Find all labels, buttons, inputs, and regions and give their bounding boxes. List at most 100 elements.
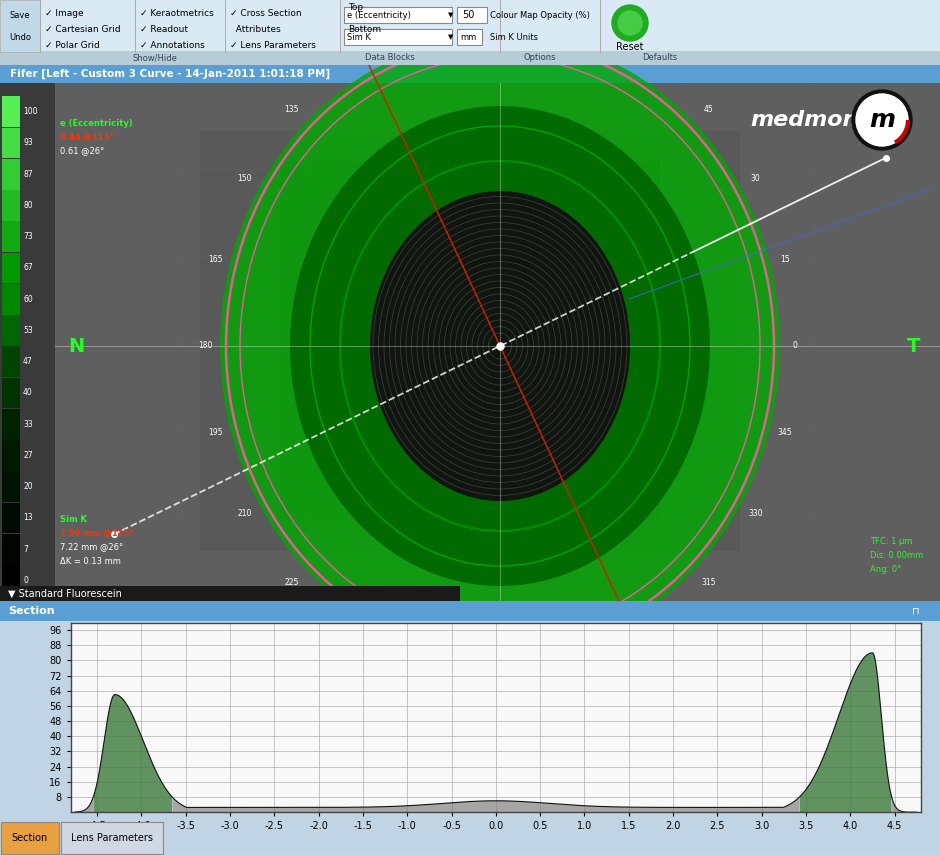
Text: e (Eccentricity): e (Eccentricity) xyxy=(347,10,411,20)
Text: TFC: 1 µm: TFC: 1 µm xyxy=(870,536,913,545)
Text: Reset: Reset xyxy=(617,42,644,52)
FancyBboxPatch shape xyxy=(2,159,20,190)
FancyBboxPatch shape xyxy=(0,0,940,65)
Ellipse shape xyxy=(370,191,630,501)
Text: Colour Map Opacity (%): Colour Map Opacity (%) xyxy=(490,10,590,20)
Text: ✓ Keraotmetrics: ✓ Keraotmetrics xyxy=(140,9,213,17)
FancyBboxPatch shape xyxy=(280,161,660,521)
Text: 50: 50 xyxy=(462,10,475,20)
Circle shape xyxy=(852,90,912,150)
Text: ✓ Lens Parameters: ✓ Lens Parameters xyxy=(230,40,316,50)
Text: 0: 0 xyxy=(23,576,28,585)
Text: 7.09 mm @115°: 7.09 mm @115° xyxy=(60,528,133,538)
Text: Ang: 0°: Ang: 0° xyxy=(870,564,901,574)
Text: ✓ Cartesian Grid: ✓ Cartesian Grid xyxy=(45,25,120,33)
Text: 225: 225 xyxy=(284,578,299,587)
FancyBboxPatch shape xyxy=(2,127,20,158)
FancyBboxPatch shape xyxy=(0,83,940,601)
Text: Attributes: Attributes xyxy=(230,25,281,33)
Text: Options: Options xyxy=(524,54,556,62)
FancyBboxPatch shape xyxy=(344,7,452,23)
Text: Undo: Undo xyxy=(9,32,31,42)
Text: mm: mm xyxy=(460,32,477,42)
Text: 210: 210 xyxy=(237,509,252,518)
Text: 7.22 mm @26°: 7.22 mm @26° xyxy=(60,543,123,551)
Circle shape xyxy=(856,94,908,146)
Text: N: N xyxy=(68,337,85,356)
Text: 7: 7 xyxy=(23,545,28,554)
Text: ▼ Standard Fluorescein: ▼ Standard Fluorescein xyxy=(8,589,122,599)
FancyBboxPatch shape xyxy=(2,221,20,252)
Text: 67: 67 xyxy=(23,263,33,273)
Text: ▼: ▼ xyxy=(448,12,453,18)
Text: 100: 100 xyxy=(23,107,38,116)
Text: 165: 165 xyxy=(208,255,222,264)
Text: Bottom: Bottom xyxy=(348,25,381,33)
Text: 0.61 @26°: 0.61 @26° xyxy=(60,146,104,156)
Text: m: m xyxy=(869,108,895,132)
Text: T: T xyxy=(906,337,920,356)
FancyBboxPatch shape xyxy=(2,471,20,502)
Text: 87: 87 xyxy=(23,169,33,179)
Text: 0.44 @115°: 0.44 @115° xyxy=(60,133,114,142)
Text: Lens Parameters: Lens Parameters xyxy=(71,833,153,843)
FancyBboxPatch shape xyxy=(55,83,940,601)
Text: 30: 30 xyxy=(751,174,760,183)
Text: 315: 315 xyxy=(701,578,716,587)
FancyBboxPatch shape xyxy=(2,534,20,565)
Text: Data Blocks: Data Blocks xyxy=(365,54,415,62)
Text: 15: 15 xyxy=(780,255,790,264)
Text: Dis: 0.00mm: Dis: 0.00mm xyxy=(870,551,923,559)
Text: 13: 13 xyxy=(23,513,33,522)
Text: ✓ Polar Grid: ✓ Polar Grid xyxy=(45,40,100,50)
FancyBboxPatch shape xyxy=(2,565,20,596)
FancyBboxPatch shape xyxy=(2,346,20,377)
Text: 150: 150 xyxy=(237,174,252,183)
Text: 135: 135 xyxy=(284,104,299,114)
FancyBboxPatch shape xyxy=(200,131,740,551)
Text: Section: Section xyxy=(12,833,48,843)
FancyBboxPatch shape xyxy=(2,503,20,534)
Text: 195: 195 xyxy=(208,428,222,437)
FancyBboxPatch shape xyxy=(2,191,20,221)
FancyBboxPatch shape xyxy=(2,409,20,439)
Text: ✓ Annotations: ✓ Annotations xyxy=(140,40,205,50)
FancyBboxPatch shape xyxy=(2,284,20,315)
Text: Top: Top xyxy=(348,3,363,11)
FancyBboxPatch shape xyxy=(2,378,20,409)
Text: 180: 180 xyxy=(197,341,212,351)
Text: 93: 93 xyxy=(23,139,33,147)
Text: 40: 40 xyxy=(23,388,33,398)
Text: Sim K: Sim K xyxy=(60,515,86,523)
Text: ✓ Image: ✓ Image xyxy=(45,9,84,17)
FancyBboxPatch shape xyxy=(61,823,163,854)
Ellipse shape xyxy=(220,36,780,656)
FancyBboxPatch shape xyxy=(0,601,940,621)
FancyBboxPatch shape xyxy=(0,586,460,601)
Text: ✓ Readout: ✓ Readout xyxy=(140,25,188,33)
Text: Fifer [Left - Custom 3 Curve - 14-Jan-2011 1:01:18 PM]: Fifer [Left - Custom 3 Curve - 14-Jan-20… xyxy=(10,69,330,80)
Text: ΔK = 0.13 mm: ΔK = 0.13 mm xyxy=(60,557,121,565)
Text: 53: 53 xyxy=(23,326,33,335)
Text: 330: 330 xyxy=(748,509,762,518)
Ellipse shape xyxy=(290,106,710,586)
Text: Show/Hide: Show/Hide xyxy=(133,54,178,62)
FancyBboxPatch shape xyxy=(457,7,487,23)
Text: medmont: medmont xyxy=(750,110,869,130)
Text: 27: 27 xyxy=(23,451,33,460)
FancyBboxPatch shape xyxy=(2,315,20,346)
Text: 47: 47 xyxy=(23,357,33,366)
FancyBboxPatch shape xyxy=(0,51,940,65)
Text: ▼: ▼ xyxy=(448,34,453,40)
Text: e (Eccentricity): e (Eccentricity) xyxy=(60,119,133,127)
Text: 73: 73 xyxy=(23,232,33,241)
FancyBboxPatch shape xyxy=(0,65,940,83)
FancyBboxPatch shape xyxy=(55,83,940,601)
FancyBboxPatch shape xyxy=(2,253,20,284)
Text: 0: 0 xyxy=(792,341,797,351)
FancyBboxPatch shape xyxy=(1,823,59,854)
Text: ⊓: ⊓ xyxy=(913,606,920,616)
Circle shape xyxy=(612,5,648,41)
Text: 80: 80 xyxy=(23,201,33,209)
Circle shape xyxy=(618,11,642,35)
